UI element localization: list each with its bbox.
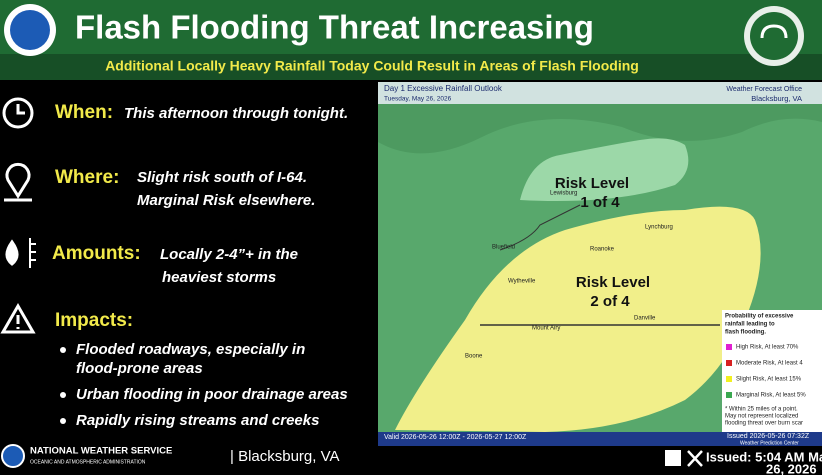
risk-label: 1 of 4 [580,194,620,211]
issued: Issued: 5:04 AM May [706,449,822,464]
bullet-text: Rapidly rising streams and creeks [76,412,319,429]
section-text: Marginal Risk elsewhere. [137,192,315,209]
risk-label: Risk Level [555,175,629,192]
map-date: Tuesday, May 26, 2026 [384,96,452,103]
facebook-icon [665,450,681,466]
office: | Blacksburg, VA [230,448,340,465]
map-title: Day 1 Excessive Rainfall Outlook [384,84,503,93]
bullet-text: Flooded roadways, especially in [76,341,305,358]
issued: 26, 2026 [766,461,817,475]
x-icon [687,450,703,467]
slight-area [395,206,761,432]
map-valid: Valid 2026-05-26 12:00Z - 2026-05-27 12:… [384,434,527,441]
legend-title: Probability of excessive [725,314,794,320]
map-issued: Weather Prediction Center [740,440,799,446]
drop-icon [5,239,19,266]
map-office: Weather Forecast Office [726,86,802,93]
legend-note: May not represent localized [725,414,798,420]
marginal-area [520,138,689,201]
subtitle-bar [0,54,822,80]
rain-icon [750,12,798,60]
risk-label: Risk Level [576,274,650,291]
city: Lynchburg [645,225,673,231]
bullet-text: flood-prone areas [76,360,203,377]
city: Boone [465,354,483,360]
section-text: Locally 2-4”+ in the [160,246,298,263]
city: Danville [634,316,656,322]
map-office: Blacksburg, VA [751,94,802,103]
city: Wytheville [508,279,536,285]
agency-sub: OCEANIC AND ATMOSPHERIC ADMINISTRATION [30,459,146,465]
legend-note: * Within 25 miles of a point. [725,407,798,413]
section-text: Slight risk south of I-64. [137,169,307,186]
noaa-logo [1,444,25,468]
legend-swatch [726,360,732,366]
section-label: Amounts: [52,243,141,264]
bullet [60,392,66,398]
subtitle: Additional Locally Heavy Rainfall Today … [105,58,639,74]
city: Lewisburg [550,191,577,197]
clock-icon [2,97,34,129]
legend-item: Moderate Risk, At least 4 [736,361,803,367]
legend-note: flooding threat over burn scar [725,421,803,427]
nws-logo-inner [10,10,50,50]
section-text: This afternoon through tonight. [124,105,348,122]
legend-item: Slight Risk, At least 15% [736,377,802,383]
map-issued: Issued 2026-05-26 07:32Z [727,433,810,440]
section-text: heaviest storms [162,269,276,286]
city: Roanoke [590,247,615,253]
section-label: Impacts: [55,310,133,331]
bullet [60,347,66,353]
legend-swatch [726,344,732,350]
clock-hands [16,104,25,115]
risk-label: 2 of 4 [590,293,630,310]
legend-title: rainfall leading to [725,322,775,328]
title: Flash Flooding Threat Increasing [75,9,594,46]
legend-box [722,310,822,432]
location-icon [4,162,32,202]
legend-item: High Risk, At least 70% [736,345,799,351]
legend-swatch [726,392,732,398]
header-bar [0,0,822,56]
legend-item: Marginal Risk, At least 5% [736,393,806,399]
section-label: When: [55,102,113,123]
city: Mount Airy [532,326,560,332]
legend-swatch [726,376,732,382]
bullet-text: Urban flooding in poor drainage areas [76,386,348,403]
section-label: Where: [55,167,119,188]
legend-title: flash flooding. [725,330,766,336]
state-line [499,204,581,251]
map-header [378,82,822,104]
map-footer [378,432,822,446]
ruler-icon [29,238,36,268]
agency: NATIONAL WEATHER SERVICE [30,446,172,457]
city: Bluefield [492,245,515,251]
bullet [60,418,66,424]
cloud-icon [760,24,788,39]
warning-icon [0,302,36,334]
